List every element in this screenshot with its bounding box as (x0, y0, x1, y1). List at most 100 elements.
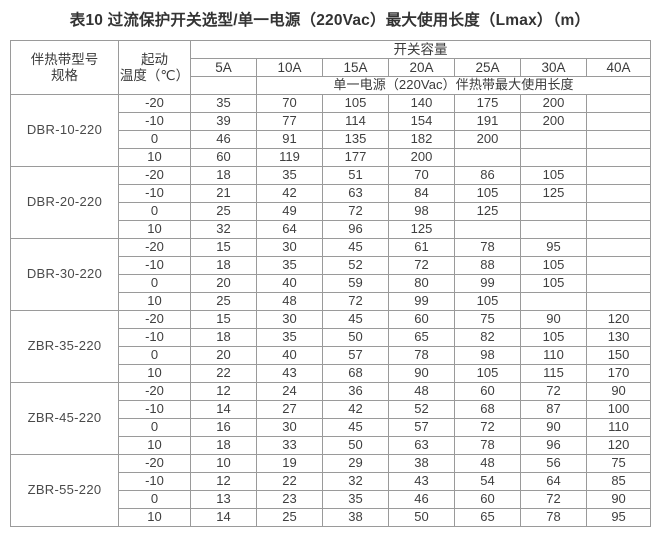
length-cell: 68 (454, 400, 521, 419)
table-row: ZBR-45-220 -20 12 24 36 48 60 72 90 (10, 382, 652, 455)
length-cell-empty (585, 220, 652, 239)
length-cell: 33 (256, 436, 323, 455)
length-cell: 63 (388, 436, 455, 455)
header-model-line2: 规格 (51, 67, 78, 83)
length-cell: 24 (256, 382, 323, 401)
table-row: DBR-30-220 -20 15 30 45 61 78 95 (10, 238, 652, 311)
length-cell: 14 (190, 508, 257, 527)
length-cell: 82 (454, 328, 521, 347)
length-cell: 84 (388, 184, 455, 203)
table-row: 0 16 30 45 57 72 90 110 (11, 418, 652, 437)
length-cell-empty (585, 148, 652, 167)
length-cell: 60 (190, 148, 257, 167)
length-cell: 18 (190, 436, 257, 455)
length-cell: 105 (520, 274, 587, 293)
length-cell: 46 (388, 490, 455, 509)
start-temperature-cell: 10 (118, 220, 191, 239)
table-row: 10 25 48 72 99 105 (11, 292, 652, 311)
length-cell-empty (585, 202, 652, 221)
length-cell: 125 (388, 220, 455, 239)
table-row: -10 12 22 32 43 54 64 85 (11, 472, 652, 491)
length-cell: 39 (190, 112, 257, 131)
length-cell: 110 (585, 418, 652, 437)
length-cell: 68 (322, 364, 389, 383)
spec-table-wrapper: 伴热带型号 规格 起动 温度（℃） 开关容量 5A 10A 15A 20A 25A 30A… (10, 40, 652, 527)
length-cell: 25 (190, 292, 257, 311)
length-cell: 78 (454, 436, 521, 455)
length-cell: 35 (256, 328, 323, 347)
table-row: 0 20 40 57 78 98 110 150 (11, 346, 652, 365)
table-row: DBR-10-220 -20 35 70 105 140 175 200 (10, 94, 652, 167)
length-cell: 42 (322, 400, 389, 419)
length-cell: 32 (322, 472, 389, 491)
length-cell: 13 (190, 490, 257, 509)
length-cell: 43 (256, 364, 323, 383)
length-cell: 30 (256, 418, 323, 437)
table-row: 0 25 49 72 98 125 (11, 202, 652, 221)
table-row: -10 18 35 52 72 88 105 (11, 256, 652, 275)
length-cell: 105 (322, 94, 389, 113)
length-cell: 20 (190, 274, 257, 293)
header-row-capacity: 伴热带型号 规格 起动 温度（℃） 开关容量 (10, 40, 652, 95)
length-cell: 48 (256, 292, 323, 311)
length-cell: 72 (388, 256, 455, 275)
length-cell: 18 (190, 166, 257, 185)
header-amp-15a: 15A (322, 58, 389, 77)
header-amp-25a: 25A (454, 58, 521, 77)
length-cell: 72 (520, 490, 587, 509)
length-cell: 90 (520, 310, 587, 329)
start-temperature-cell: 0 (118, 418, 191, 437)
start-temperature-cell: -20 (118, 382, 191, 401)
length-cell: 135 (322, 130, 389, 149)
length-cell: 10 (190, 454, 257, 473)
length-cell-empty (520, 202, 587, 221)
length-cell: 21 (190, 184, 257, 203)
header-amp-20a: 20A (388, 58, 455, 77)
start-temperature-cell: -10 (118, 112, 191, 131)
length-cell: 12 (190, 472, 257, 491)
header-start-temperature: 起动 温度（℃） (118, 40, 191, 95)
length-cell: 57 (388, 418, 455, 437)
length-cell: 170 (585, 364, 652, 383)
length-cell: 200 (520, 112, 587, 131)
length-cell: 35 (190, 94, 257, 113)
table-row: -10 14 27 42 52 68 87 100 (11, 400, 652, 419)
length-cell: 38 (322, 508, 389, 527)
table-row: 0 46 91 135 182 200 (11, 130, 652, 149)
length-cell-empty (520, 148, 587, 167)
header-model-spec: 伴热带型号 规格 (10, 40, 119, 95)
length-cell: 98 (454, 346, 521, 365)
table-row: ZBR-35-220 -20 15 30 45 60 75 90 120 (10, 310, 652, 383)
length-cell: 50 (322, 328, 389, 347)
header-switch-capacity: 开关容量 (189, 40, 652, 59)
length-cell: 22 (256, 472, 323, 491)
start-temperature-cell: 0 (118, 490, 191, 509)
length-cell: 96 (520, 436, 587, 455)
start-temperature-cell: 0 (118, 346, 191, 365)
length-cell: 52 (322, 256, 389, 275)
start-temperature-cell: -20 (118, 238, 191, 257)
length-cell: 56 (520, 454, 587, 473)
length-cell: 154 (388, 112, 455, 131)
start-temperature-cell: 10 (118, 364, 191, 383)
length-cell: 182 (388, 130, 455, 149)
start-temperature-cell: 0 (118, 274, 191, 293)
length-cell: 77 (256, 112, 323, 131)
length-cell: 59 (322, 274, 389, 293)
spec-table: 伴热带型号 规格 起动 温度（℃） 开关容量 5A 10A 15A 20A 25A 30A… (10, 40, 652, 527)
length-cell-empty (585, 256, 652, 275)
length-cell-empty (585, 112, 652, 131)
length-cell: 52 (388, 400, 455, 419)
length-cell: 105 (520, 166, 587, 185)
length-cell: 105 (520, 256, 587, 275)
length-cell-empty (585, 274, 652, 293)
length-cell: 125 (520, 184, 587, 203)
length-cell: 80 (388, 274, 455, 293)
length-cell-empty (585, 130, 652, 149)
length-cell-empty (454, 148, 521, 167)
length-cell: 115 (520, 364, 587, 383)
length-cell: 105 (520, 328, 587, 347)
length-cell: 14 (190, 400, 257, 419)
length-cell: 51 (322, 166, 389, 185)
length-cell: 45 (322, 310, 389, 329)
